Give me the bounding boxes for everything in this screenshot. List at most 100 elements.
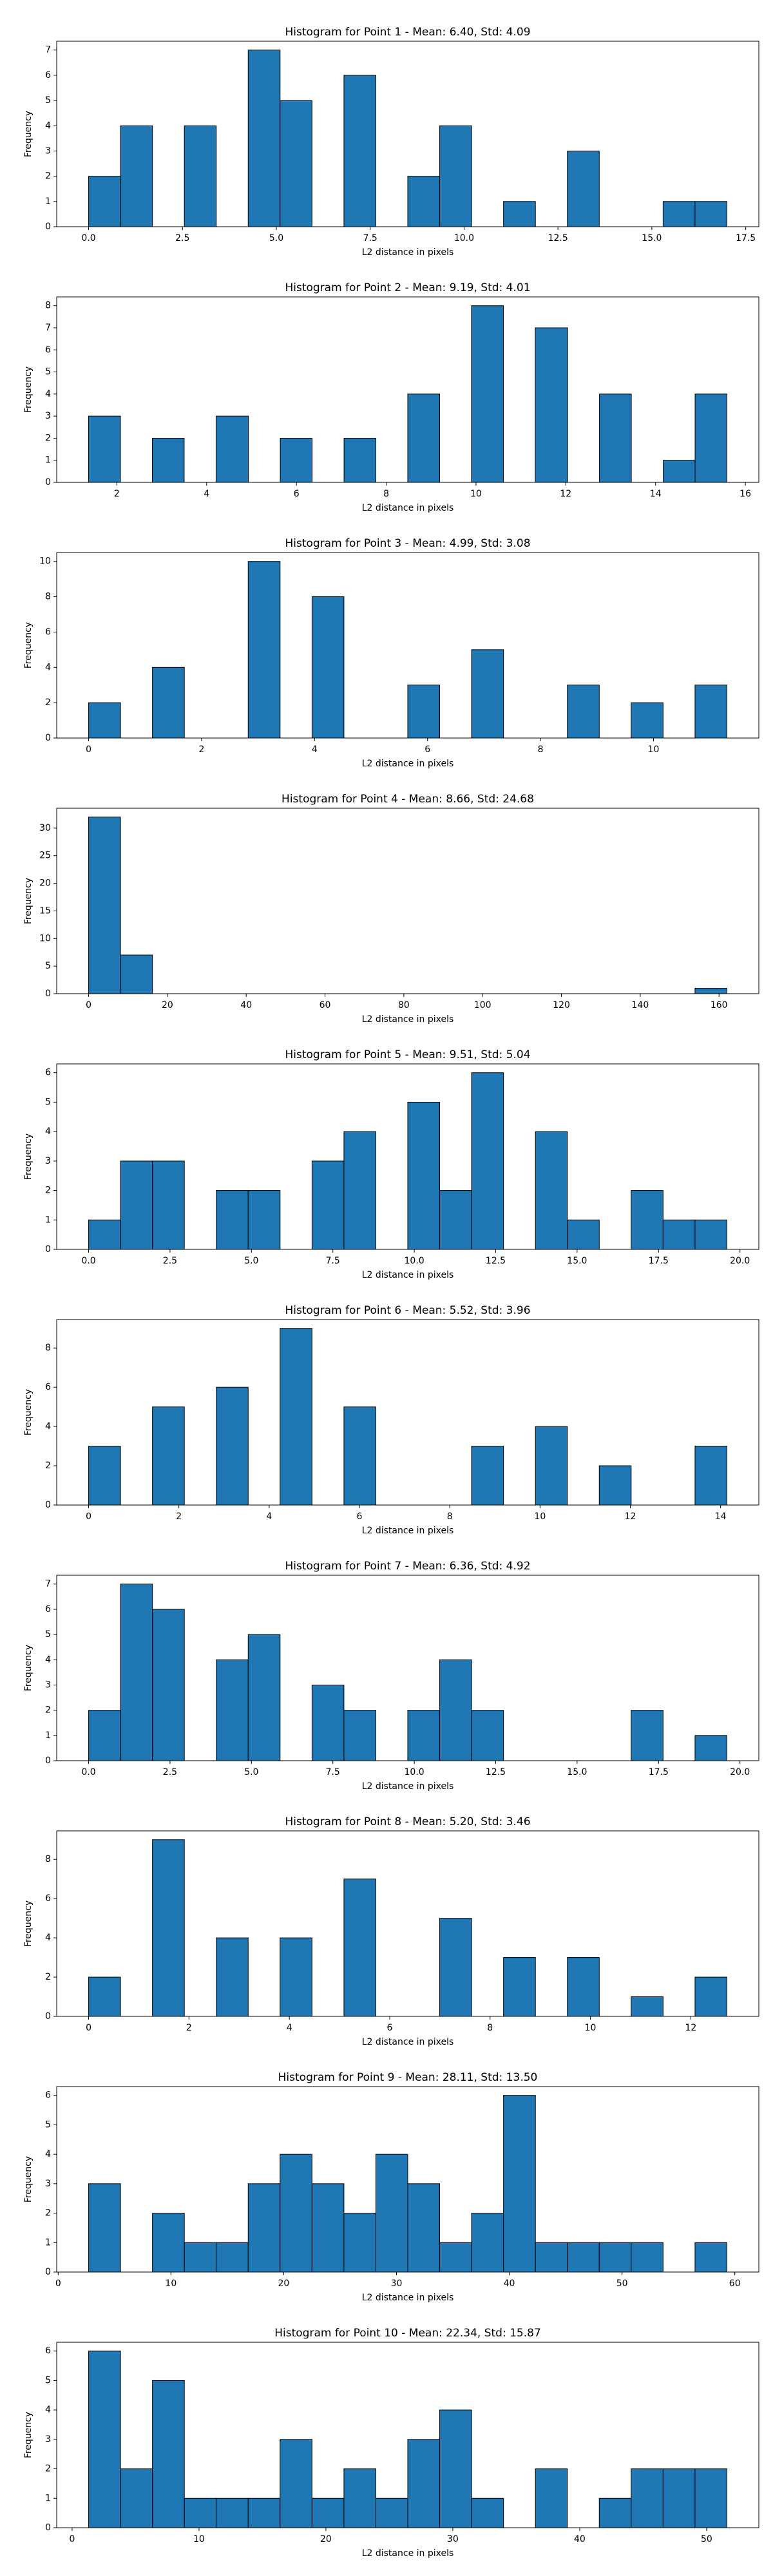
x-tick-label: 10 (585, 2023, 596, 2033)
bar (439, 1918, 472, 2017)
bar (343, 2468, 376, 2528)
bar (216, 1387, 249, 1506)
x-tick-label: 8 (383, 489, 389, 499)
y-axis-label: Frequency (23, 2412, 33, 2458)
y-tick-label: 10 (39, 933, 51, 943)
bar (567, 1219, 600, 1250)
x-tick-label: 4 (204, 489, 209, 499)
y-tick-label: 1 (45, 2237, 51, 2248)
x-tick-label: 7.5 (326, 1767, 340, 1777)
x-tick-label: 6 (425, 744, 430, 755)
bar (631, 2468, 663, 2528)
x-tick-label: 20.0 (730, 1256, 750, 1266)
y-tick-label: 4 (45, 662, 51, 672)
x-tick-label: 12.5 (548, 233, 568, 243)
y-tick-label: 2 (45, 1705, 51, 1716)
chart-title: Histogram for Point 5 - Mean: 9.51, Std:… (285, 1048, 530, 1061)
y-axis-label: Frequency (23, 1900, 33, 1947)
x-tick-label: 10 (534, 1511, 546, 1522)
y-tick-label: 0 (45, 2523, 51, 2533)
x-axis-label: L2 distance in pixels (362, 503, 454, 513)
bar (216, 1190, 249, 1250)
x-tick-label: 30 (391, 2278, 403, 2289)
bar (375, 2154, 408, 2273)
x-tick-label: 8 (447, 1511, 453, 1522)
y-tick-label: 25 (39, 851, 51, 861)
bar (598, 2497, 632, 2528)
bar (631, 2242, 663, 2273)
x-tick-label: 160 (711, 1000, 728, 1010)
x-tick-label: 2 (186, 2023, 192, 2033)
y-tick-label: 0 (45, 477, 51, 488)
bar (694, 987, 727, 994)
y-tick-label: 30 (39, 823, 51, 833)
x-axis-label: L2 distance in pixels (362, 2037, 454, 2047)
x-tick-label: 2 (114, 489, 120, 499)
x-tick-label: 17.5 (649, 1767, 669, 1777)
x-tick-label: 12.5 (486, 1256, 506, 1266)
y-tick-label: 4 (45, 389, 51, 399)
x-tick-label: 6 (294, 489, 300, 499)
chart-title: Histogram for Point 4 - Mean: 8.66, Std:… (282, 793, 534, 806)
y-tick-label: 5 (45, 2375, 51, 2385)
bar (311, 1684, 345, 1761)
bar (471, 2213, 504, 2273)
x-tick-label: 14 (715, 1511, 727, 1522)
y-tick-label: 3 (45, 1680, 51, 1690)
y-tick-label: 3 (45, 2434, 51, 2445)
bar (280, 437, 313, 483)
x-tick-label: 60 (729, 2278, 741, 2289)
axes-frame (56, 1319, 759, 1506)
bar (503, 2095, 536, 2273)
x-tick-label: 15.0 (642, 233, 662, 243)
bar (311, 2183, 345, 2273)
x-tick-label: 12 (560, 489, 571, 499)
y-tick-label: 6 (45, 1893, 51, 1904)
y-tick-label: 4 (45, 1126, 51, 1137)
bar (152, 2380, 185, 2528)
y-tick-label: 0 (45, 1756, 51, 1766)
y-tick-label: 0 (45, 733, 51, 743)
bar (247, 2497, 281, 2528)
x-tick-label: 10 (470, 489, 482, 499)
y-tick-label: 0 (45, 2267, 51, 2277)
bar (184, 125, 217, 227)
bar (662, 201, 696, 227)
y-tick-label: 1 (45, 455, 51, 466)
bar (120, 2468, 153, 2528)
bar (631, 1710, 663, 1761)
y-tick-label: 5 (45, 367, 51, 377)
bar (216, 2242, 249, 2273)
bar (631, 1996, 663, 2017)
y-tick-label: 8 (45, 1854, 51, 1864)
x-tick-label: 5.0 (244, 1256, 258, 1266)
y-tick-label: 5 (45, 95, 51, 106)
y-tick-label: 6 (45, 627, 51, 637)
x-tick-label: 120 (553, 1000, 570, 1010)
y-axis-label: Frequency (23, 1645, 33, 1691)
y-axis-label: Frequency (23, 1133, 33, 1180)
x-tick-label: 20 (162, 1000, 173, 1010)
chart-title: Histogram for Point 8 - Mean: 5.20, Std:… (285, 1815, 530, 1828)
x-tick-label: 40 (504, 2278, 515, 2289)
bar (120, 125, 153, 227)
bar (407, 2439, 441, 2528)
y-tick-label: 3 (45, 411, 51, 421)
y-axis-label: Frequency (23, 2156, 33, 2202)
bar (215, 415, 249, 483)
axes-frame (56, 2342, 759, 2528)
y-tick-label: 3 (45, 2179, 51, 2189)
bar (598, 1465, 632, 1506)
x-tick-label: 2.5 (163, 1767, 177, 1777)
bar (152, 1160, 185, 1250)
x-axis-label: L2 distance in pixels (362, 1270, 454, 1280)
bar (471, 1710, 504, 1761)
bar (663, 460, 696, 483)
y-tick-label: 4 (45, 1933, 51, 1943)
y-tick-label: 8 (45, 301, 51, 311)
x-tick-label: 10.0 (405, 1256, 425, 1266)
x-tick-label: 8 (538, 744, 544, 755)
bar (88, 817, 121, 994)
bar (184, 2242, 217, 2273)
y-tick-label: 1 (45, 1215, 51, 1225)
